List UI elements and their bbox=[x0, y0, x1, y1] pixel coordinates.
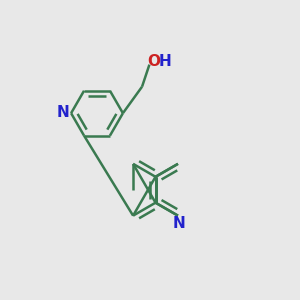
Text: N: N bbox=[173, 215, 186, 230]
Text: N: N bbox=[56, 105, 69, 120]
Text: H: H bbox=[158, 54, 171, 69]
Text: O: O bbox=[147, 54, 160, 69]
